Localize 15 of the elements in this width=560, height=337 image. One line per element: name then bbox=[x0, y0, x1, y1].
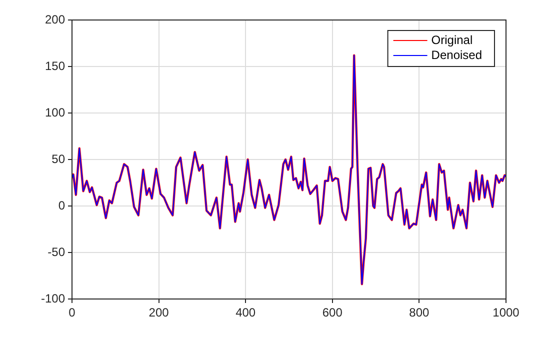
x-tick-label: 0 bbox=[68, 306, 76, 320]
y-tick-label: 0 bbox=[58, 198, 66, 212]
legend-label: Denoised bbox=[431, 48, 482, 62]
y-tick-label: 200 bbox=[44, 12, 66, 26]
x-tick-label: 800 bbox=[409, 306, 430, 320]
y-tick-label: 100 bbox=[44, 105, 66, 120]
x-tick-label: 1000 bbox=[492, 306, 520, 320]
y-tick-label: -50 bbox=[48, 244, 66, 259]
y-tick-label: 50 bbox=[52, 152, 66, 166]
x-tick-label: 400 bbox=[236, 306, 256, 320]
x-tick-label: 200 bbox=[148, 306, 170, 320]
y-tick-label: -100 bbox=[40, 291, 66, 306]
x-tick-label: 600 bbox=[322, 306, 343, 320]
y-tick-label: 150 bbox=[44, 58, 66, 73]
legend-label: Original bbox=[431, 32, 473, 47]
